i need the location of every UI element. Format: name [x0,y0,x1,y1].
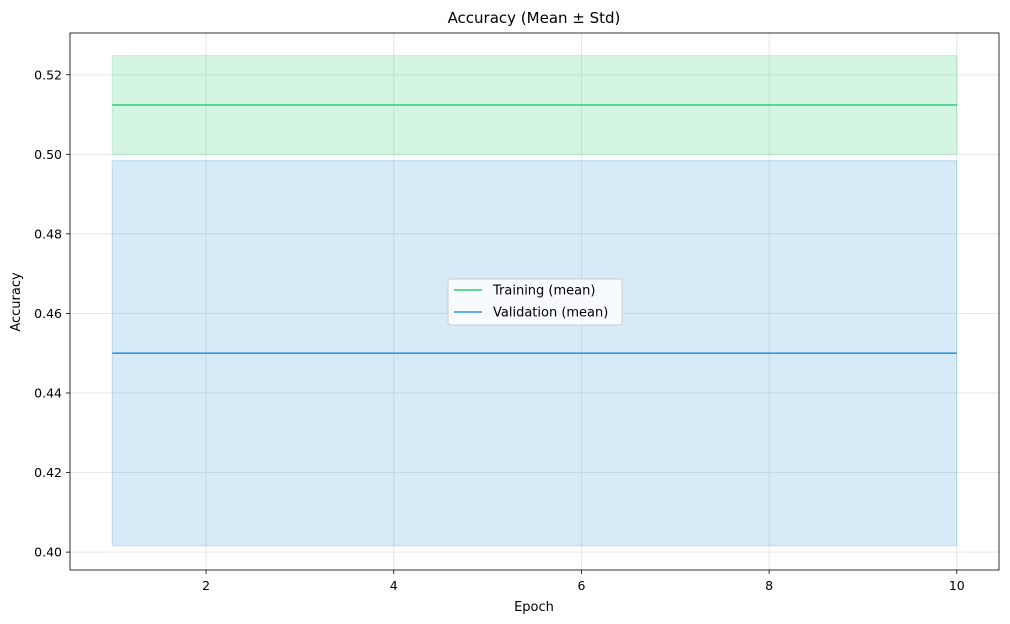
legend-label-series-1: Validation (mean) [493,306,608,321]
y-tick-label-0.48: 0.48 [34,226,62,241]
y-tick-label-0.50: 0.50 [34,147,62,162]
x-tick-label-4: 4 [390,578,398,593]
y-tick-label-0.52: 0.52 [34,67,62,82]
x-tick-label-8: 8 [765,578,773,593]
x-axis-title: Epoch [514,600,554,615]
legend: Training (mean) Validation (mean) [447,278,623,326]
x-axis-ticks: 2 4 6 8 10 [202,570,965,593]
x-tick-label-6: 6 [577,578,585,593]
plot-area-frame [69,32,1000,571]
chart-title: Accuracy (Mean ± Std) [448,9,621,27]
y-tick-label-0.46: 0.46 [34,306,62,321]
y-axis-title: Accuracy [9,272,24,332]
y-tick-label-0.44: 0.44 [34,385,62,400]
y-tick-label-0.40: 0.40 [34,545,62,560]
legend-box [447,278,623,326]
x-tick-label-2: 2 [202,578,210,593]
y-tick-label-0.42: 0.42 [34,465,62,480]
y-axis-ticks: 0.40 0.42 0.44 0.46 0.48 0.50 0.52 [34,67,70,560]
x-tick-label-10: 10 [949,578,965,593]
mean-lines [112,104,957,355]
legend-label-series-0: Training (mean) [492,284,595,299]
